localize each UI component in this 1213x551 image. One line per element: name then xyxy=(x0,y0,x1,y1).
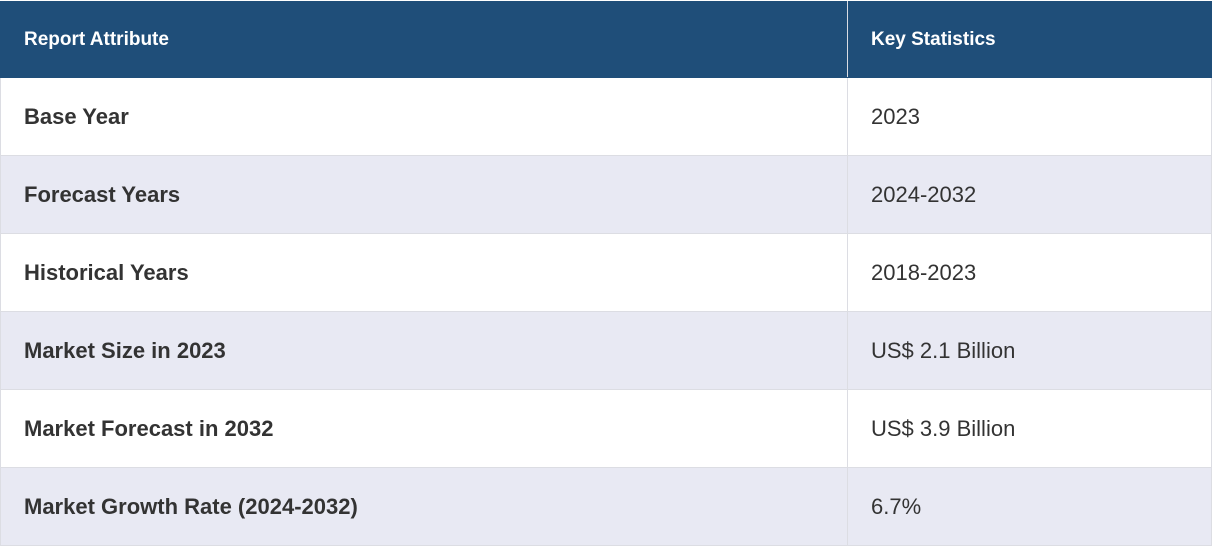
row-attribute: Base Year xyxy=(0,77,848,156)
row-value: 6.7% xyxy=(847,467,1212,546)
row-attribute: Forecast Years xyxy=(0,155,848,234)
row-attribute: Market Forecast in 2032 xyxy=(0,389,848,468)
table-body: Base Year 2023 Forecast Years 2024-2032 … xyxy=(0,77,1212,546)
table-row: Historical Years 2018-2023 xyxy=(0,233,1212,312)
row-attribute: Market Growth Rate (2024-2032) xyxy=(0,467,848,546)
table-header-row: Report Attribute Key Statistics xyxy=(0,1,1212,78)
table-row: Market Size in 2023 US$ 2.1 Billion xyxy=(0,311,1212,390)
table-row: Market Forecast in 2032 US$ 3.9 Billion xyxy=(0,389,1212,468)
row-value: US$ 2.1 Billion xyxy=(847,311,1212,390)
row-value: 2023 xyxy=(847,77,1212,156)
row-value: 2018-2023 xyxy=(847,233,1212,312)
table-row: Base Year 2023 xyxy=(0,77,1212,156)
row-value: 2024-2032 xyxy=(847,155,1212,234)
header-report-attribute: Report Attribute xyxy=(0,1,848,78)
table-header: Report Attribute Key Statistics xyxy=(0,1,1212,78)
row-attribute: Market Size in 2023 xyxy=(0,311,848,390)
row-attribute: Historical Years xyxy=(0,233,848,312)
table-row: Forecast Years 2024-2032 xyxy=(0,155,1212,234)
table-row: Market Growth Rate (2024-2032) 6.7% xyxy=(0,467,1212,546)
header-key-statistics: Key Statistics xyxy=(847,1,1212,78)
row-value: US$ 3.9 Billion xyxy=(847,389,1212,468)
